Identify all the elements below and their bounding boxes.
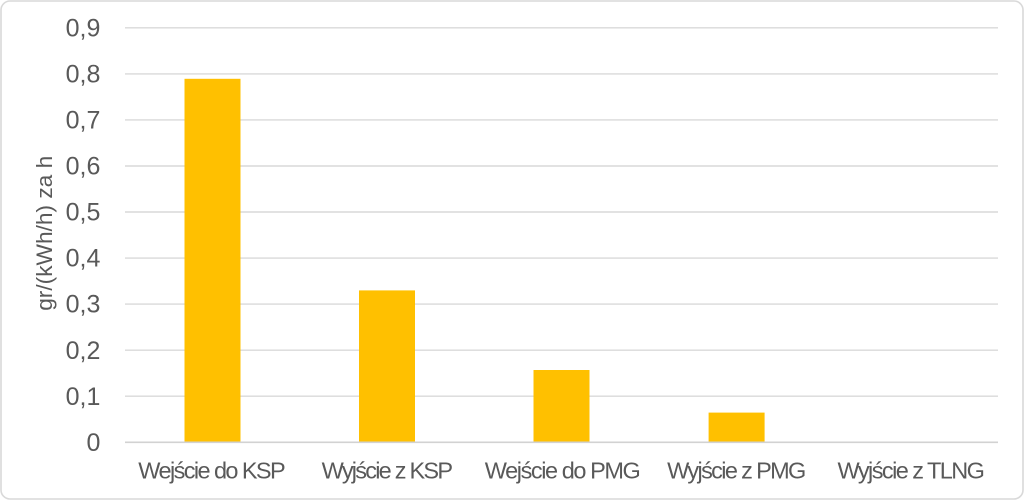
svg-text:0,7: 0,7	[66, 107, 101, 135]
svg-text:gr/(kWh/h) za h: gr/(kWh/h) za h	[32, 156, 57, 311]
svg-text:0,4: 0,4	[66, 245, 101, 273]
svg-text:Wyjście z PMG: Wyjście z PMG	[667, 457, 806, 483]
svg-text:Wyjście z TLNG: Wyjście z TLNG	[837, 457, 984, 483]
svg-text:0,1: 0,1	[66, 383, 101, 411]
svg-text:0,3: 0,3	[66, 291, 101, 319]
svg-text:0,8: 0,8	[66, 61, 101, 89]
svg-text:0,5: 0,5	[66, 199, 101, 227]
svg-text:0: 0	[86, 429, 100, 457]
svg-text:Wyjście z KSP: Wyjście z KSP	[322, 457, 453, 483]
svg-text:0,9: 0,9	[66, 14, 101, 42]
svg-text:0,6: 0,6	[66, 153, 101, 181]
svg-text:Wejście do PMG: Wejście do PMG	[485, 457, 641, 483]
svg-text:0,2: 0,2	[66, 337, 101, 365]
svg-text:Wejście do KSP: Wejście do KSP	[138, 457, 285, 483]
